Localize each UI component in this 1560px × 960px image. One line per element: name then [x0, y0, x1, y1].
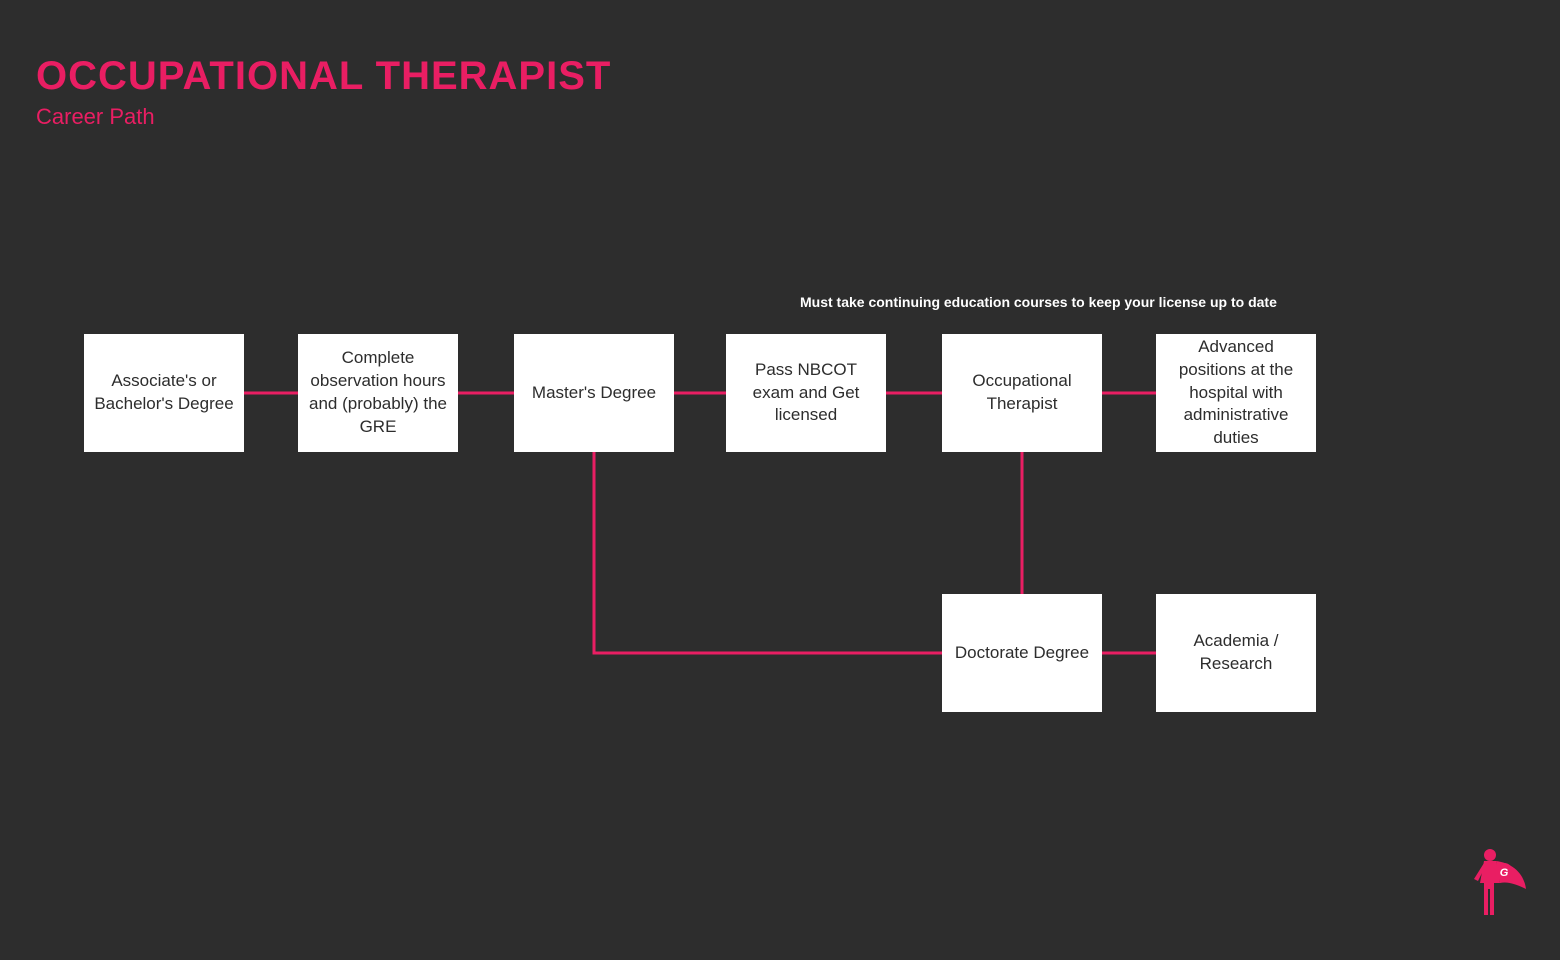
flowchart-node: Academia / Research	[1156, 594, 1316, 712]
flowchart-node: Complete observation hours and (probably…	[298, 334, 458, 452]
page-title: OCCUPATIONAL THERAPIST	[36, 54, 611, 99]
flowchart-node: Doctorate Degree	[942, 594, 1102, 712]
page-subtitle: Career Path	[36, 104, 155, 130]
flowchart-node: Advanced positions at the hospital with …	[1156, 334, 1316, 452]
brand-logo: G	[1460, 845, 1530, 930]
flowchart-node: Associate's or Bachelor's Degree	[84, 334, 244, 452]
logo-letter: G	[1500, 867, 1509, 879]
flowchart-edges	[0, 0, 1560, 960]
annotation-text: Must take continuing education courses t…	[800, 294, 1277, 310]
flowchart-node: Pass NBCOT exam and Get licensed	[726, 334, 886, 452]
flowchart-node: Master's Degree	[514, 334, 674, 452]
flowchart-node: Occupational Therapist	[942, 334, 1102, 452]
